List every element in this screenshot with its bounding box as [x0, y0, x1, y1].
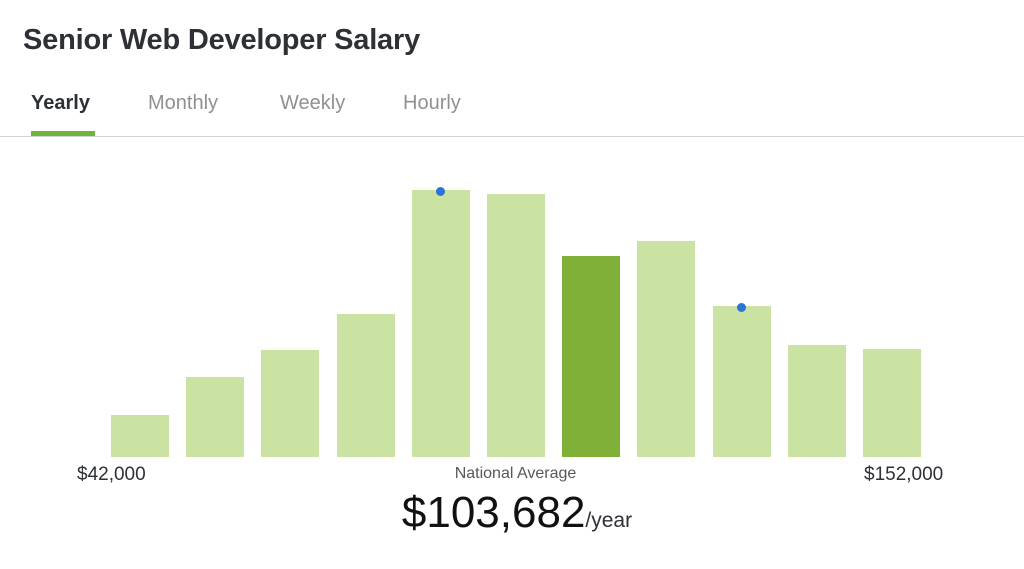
histogram-bar: [336, 314, 395, 457]
histogram-bar: [787, 345, 846, 457]
tab-monthly[interactable]: Monthly: [148, 92, 219, 114]
max-salary-label: $152,000: [864, 464, 944, 485]
page-title: Senior Web Developer Salary: [23, 24, 421, 56]
histogram-bar: [487, 194, 545, 457]
bar-marker-dot: [436, 187, 446, 196]
histogram-bar: [863, 349, 921, 457]
period-tabs: Yearly Monthly Weekly Hourly: [0, 82, 1024, 137]
min-salary-label: $42,000: [77, 464, 146, 485]
histogram-bar: [411, 190, 470, 457]
tab-yearly[interactable]: Yearly: [31, 92, 90, 114]
average-salary: $103,682/year: [0, 488, 1024, 538]
bar-marker-dot: [737, 303, 747, 312]
histogram-bar: [562, 256, 621, 457]
histogram-bar: [637, 241, 696, 457]
tab-hourly[interactable]: Hourly: [403, 92, 461, 114]
active-tab-indicator: [31, 131, 95, 136]
histogram-bar: [712, 306, 771, 457]
average-salary-value: $103,682: [401, 488, 586, 537]
histogram-bar: [186, 377, 245, 457]
histogram-bar: [261, 350, 320, 457]
tab-weekly[interactable]: Weekly: [280, 92, 346, 114]
histogram-bar: [111, 415, 169, 457]
average-salary-unit: /year: [585, 509, 633, 532]
national-average-label: National Average: [454, 465, 577, 482]
